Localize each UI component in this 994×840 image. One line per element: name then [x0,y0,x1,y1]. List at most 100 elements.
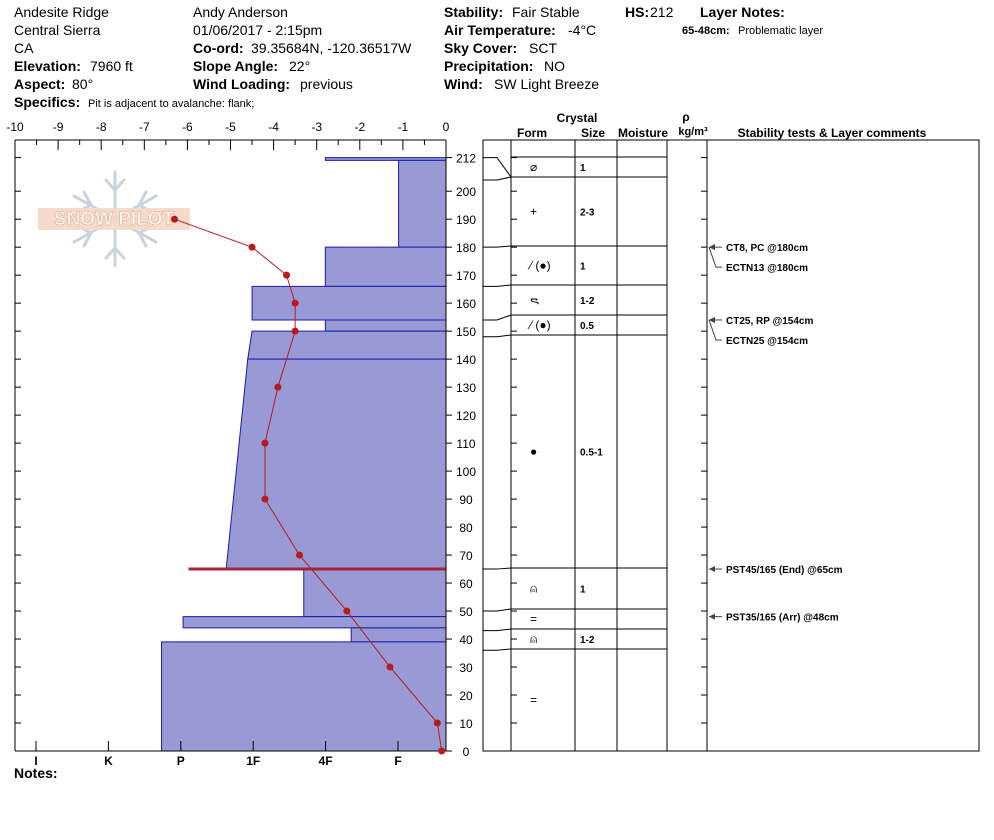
elevation-value: 7960 ft [90,58,133,74]
temp-point-5 [274,383,282,391]
height-tick-label-10: 100 [456,465,476,479]
wind-label: Wind: [444,76,483,92]
layer-size-1: 2-3 [580,208,595,219]
height-tick-label-15: 150 [456,325,476,339]
temp-point-4 [291,327,299,335]
stability-test-5: PST35/165 (Arr) @48cm [726,613,839,624]
layer-boundary-1 [483,176,667,181]
col-crystal: Crystal [557,111,598,125]
hardness-profile [161,157,447,752]
temp-point-3 [291,299,299,307]
hardness-layer-10 [161,641,447,752]
col-moisture: Moisture [618,126,668,140]
stability-arrowhead-4 [709,566,715,573]
layer-table: Crystal Form Size Moisture ρ kg/m³ Stabi… [482,110,980,752]
hardness-layer-2 [324,246,447,287]
layer-form-7: = [530,612,537,626]
hardness-layer-8 [182,616,447,629]
temp-tick-label-7: -3 [311,120,322,134]
layer-form-8: ⍝ [530,632,537,646]
temp-tick-label-0: -10 [6,120,24,134]
layer-boundary-7 [483,608,667,612]
col-size: Size [581,126,605,140]
height-tick-label-11: 110 [456,437,475,451]
wind-loading-label: Wind Loading: [193,76,290,92]
stability-arrowhead-5 [709,613,715,620]
height-axis: 0 10 20 30 40 50 60 70 80 90 100 110 120 130 140 150 160… [15,152,476,759]
layer-boundary-3 [483,284,667,287]
temp-tick-label-3: -7 [139,120,150,134]
temp-tick-label-1: -9 [53,120,64,134]
hardness-layer-7 [303,568,447,618]
temp-point-1 [248,243,256,251]
stability-arrow-3 [708,319,722,341]
temp-point-8 [295,551,303,559]
layer-form-2: ⁄ (●) [527,259,551,273]
layer-surface-connector [483,157,512,178]
observer-name: Andy Anderson [193,4,288,20]
layer-form-4: ⁄ (●) [527,318,551,332]
hardness-tick-label-4: 4F [319,754,333,768]
coord-value: 39.35684N, -120.36517W [251,40,412,56]
layer-note-range: 65-48cm: [682,25,730,37]
layer-form-5: ● [530,445,537,459]
hardness-layer-3 [251,285,447,321]
layer-size-0: 1 [580,163,586,174]
stability-arrow-1 [708,247,722,268]
temp-point-0 [170,215,178,223]
stability-arrowhead-3 [709,316,715,323]
height-tick-label-7: 70 [459,549,473,563]
notes-label: Notes: [14,765,58,781]
temp-tick-label-5: -5 [225,120,236,134]
stability-arrowhead-1 [709,244,715,251]
height-tick-label-5: 50 [459,605,473,619]
hardness-layer-1 [398,159,447,248]
layer-note-text: Problematic layer [738,25,823,37]
layer-boundary-2 [483,245,667,248]
height-tick-label-16: 160 [456,297,476,311]
col-density-unit: kg/m³ [678,126,708,138]
aspect-label: Aspect: [14,76,65,92]
height-tick-label-21: 212 [456,152,476,166]
height-tick-label-17: 170 [456,269,476,283]
height-tick-label-20: 200 [456,185,476,199]
col-rho: ρ [682,110,689,124]
temperature-profile [170,215,446,755]
layer-size-6: 1 [580,585,586,596]
table-frame [482,139,980,752]
stability-test-2: CT25, RP @154cm [726,316,813,327]
temp-tick-label-8: -2 [354,120,365,134]
temp-tick-label-6: -4 [268,120,279,134]
layer-size-5: 0.5-1 [580,448,603,459]
layer-form-3: ᯍ [530,293,539,307]
temp-tick-label-9: -1 [398,120,409,134]
hardness-layer-4 [324,319,447,332]
elevation-label: Elevation: [14,58,81,74]
layer-boundary-4 [483,314,667,321]
temp-point-11 [433,719,441,727]
temp-point-12 [438,747,446,755]
observation-datetime: 01/06/2017 - 2:15pm [193,22,322,38]
col-stability: Stability tests & Layer comments [738,126,927,140]
wind-value: SW Light Breeze [494,76,599,92]
specifics-label: Specifics: [14,94,80,110]
air-temp-label: Air Temperature: [444,22,556,38]
layer-form-0: ⌀ [530,160,537,174]
layer-boundary-8 [483,628,667,632]
precip-label: Precipitation: [444,58,533,74]
range-name: Central Sierra [14,22,101,38]
stability-test-3: ECTN25 @154cm [726,336,808,347]
location-name: Andesite Ridge [14,4,109,20]
hardness-tick-label-2: P [177,754,185,768]
hardness-tick-label-3: 1F [246,754,260,768]
stability-label: Stability: [444,4,503,20]
stability-test-0: CT8, PC @180cm [726,243,808,254]
hardness-layer-6 [225,358,447,570]
layer-size-4: 0.5 [580,321,594,332]
temp-point-7 [261,495,269,503]
stability-value: Fair Stable [512,4,580,20]
hs-label: HS: [625,4,649,20]
stability-test-1: ECTN13 @180cm [726,263,808,274]
temp-tick-label-2: -8 [96,120,107,134]
height-tick-label-6: 60 [459,577,473,591]
